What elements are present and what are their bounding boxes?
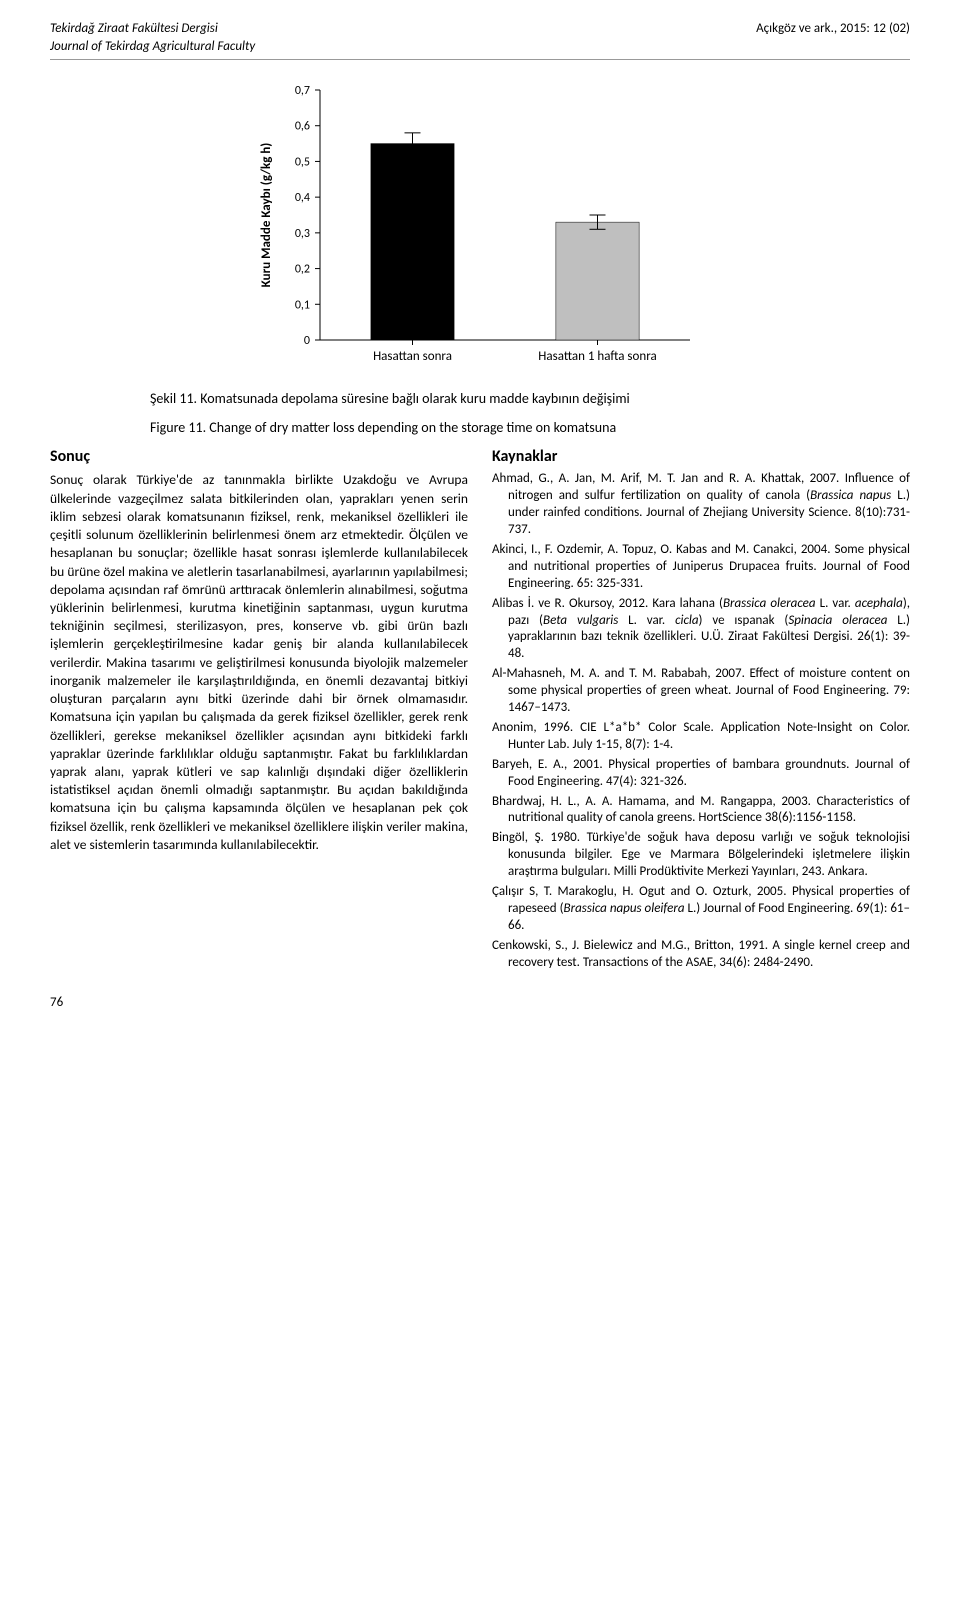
journal-title-tr: Tekirdağ Ziraat Fakültesi Dergisi [50, 20, 255, 38]
reference-item: Ahmad, G., A. Jan, M. Arif, M. T. Jan an… [492, 471, 910, 539]
bar-chart: 0 0,1 0,2 0,3 0,4 0,5 0,6 0,7 Kuru Madde Kaybı (… [250, 80, 710, 380]
svg-text:0,1: 0,1 [295, 298, 310, 312]
svg-text:Hasattan 1 hafta sonra: Hasattan 1 hafta sonra [538, 349, 656, 364]
reference-item: Alibas İ. ve R. Okursoy, 2012. Kara laha… [492, 596, 910, 664]
reference-item: Bingöl, Ş. 1980. Türkiye'de soğuk hava d… [492, 830, 910, 881]
svg-text:0: 0 [304, 334, 310, 348]
journal-title-en: Journal of Tekirdag Agricultural Faculty [50, 38, 255, 56]
results-title: Sonuç [50, 446, 468, 468]
page-header: Tekirdağ Ziraat Fakültesi Dergisi Journa… [50, 20, 910, 60]
reference-item: Anonim, 1996. CIE L*a*b* Color Scale. Ap… [492, 720, 910, 754]
svg-text:0,6: 0,6 [295, 120, 310, 134]
figure-caption-en: Figure 11. Change of dry matter loss dep… [150, 419, 810, 438]
reference-item: Akinci, I., F. Ozdemir, A. Topuz, O. Kab… [492, 542, 910, 593]
page-number: 76 [50, 994, 910, 1012]
reference-item: Çalışır S, T. Marakoglu, H. Ogut and O. … [492, 884, 910, 935]
svg-text:Kuru Madde Kaybı (g/kg h): Kuru Madde Kaybı (g/kg h) [259, 143, 274, 288]
right-column: Kaynaklar Ahmad, G., A. Jan, M. Arif, M.… [492, 446, 910, 975]
reference-list: Ahmad, G., A. Jan, M. Arif, M. T. Jan an… [492, 471, 910, 971]
two-column-body: Sonuç Sonuç olarak Türkiye'de az tanınma… [50, 446, 910, 975]
svg-text:0,3: 0,3 [295, 227, 310, 241]
svg-text:0,2: 0,2 [295, 263, 310, 277]
reference-item: Al-Mahasneh, M. A. and T. M. Rababah, 20… [492, 666, 910, 717]
results-body: Sonuç olarak Türkiye'de az tanınmakla bi… [50, 471, 468, 854]
svg-text:0,7: 0,7 [295, 84, 310, 98]
reference-item: Baryeh, E. A., 2001. Physical properties… [492, 757, 910, 791]
reference-item: Bhardwaj, H. L., A. A. Hamama, and M. Ra… [492, 794, 910, 828]
svg-text:0,4: 0,4 [295, 191, 310, 205]
chart-svg: 0 0,1 0,2 0,3 0,4 0,5 0,6 0,7 Kuru Madde Kaybı (… [250, 80, 710, 380]
left-column: Sonuç Sonuç olarak Türkiye'de az tanınma… [50, 446, 468, 975]
figure-caption-tr: Şekil 11. Komatsunada depolama süresine … [150, 390, 810, 409]
citation: Açıkgöz ve ark., 2015: 12 (02) [756, 20, 910, 38]
svg-text:0,5: 0,5 [295, 156, 310, 170]
svg-text:Hasattan sonra: Hasattan sonra [373, 349, 452, 364]
journal-title-block: Tekirdağ Ziraat Fakültesi Dergisi Journa… [50, 20, 255, 55]
references-title: Kaynaklar [492, 446, 910, 468]
reference-item: Cenkowski, S., J. Bielewicz and M.G., Br… [492, 938, 910, 972]
